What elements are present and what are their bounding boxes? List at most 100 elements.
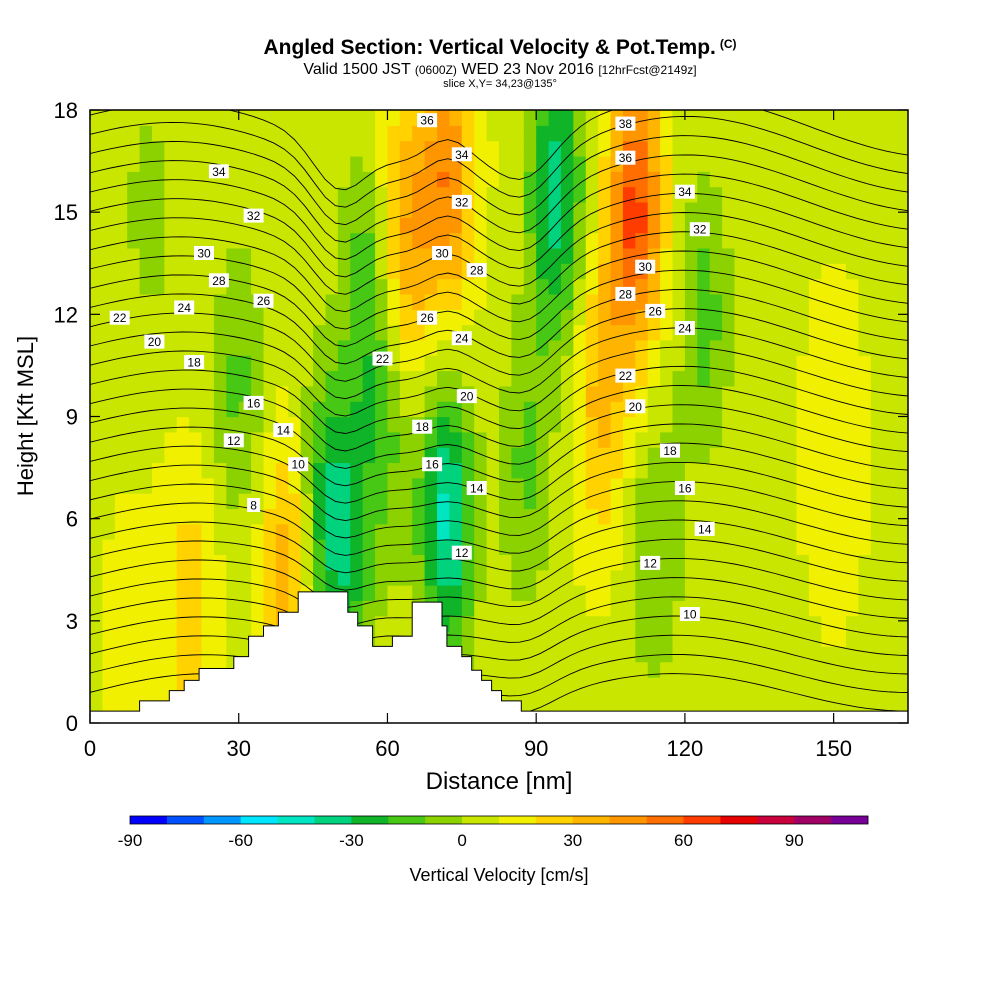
velocity-cell xyxy=(151,661,165,678)
velocity-cell xyxy=(251,416,265,433)
velocity-cell xyxy=(288,355,302,372)
velocity-cell xyxy=(337,125,351,142)
svg-text:36: 36 xyxy=(619,151,633,165)
velocity-cell xyxy=(585,263,599,280)
svg-text:28: 28 xyxy=(212,274,226,288)
velocity-cell xyxy=(387,309,401,326)
velocity-cell xyxy=(784,677,798,693)
velocity-cell xyxy=(375,171,389,188)
velocity-cell xyxy=(635,140,649,157)
velocity-cell xyxy=(846,125,860,142)
velocity-cell xyxy=(647,493,661,510)
velocity-cell xyxy=(573,247,587,264)
velocity-cell xyxy=(238,615,252,632)
velocity-cell xyxy=(759,247,773,264)
velocity-cell xyxy=(784,692,798,709)
velocity-cell xyxy=(114,416,128,433)
velocity-cell xyxy=(164,646,178,663)
velocity-cell xyxy=(474,355,488,372)
velocity-cell xyxy=(796,110,810,126)
velocity-cell xyxy=(127,355,141,372)
velocity-cell xyxy=(176,370,190,387)
velocity-cell xyxy=(189,416,203,433)
velocity-cell xyxy=(325,155,339,172)
velocity-cell xyxy=(647,600,661,617)
velocity-cell xyxy=(387,263,401,280)
velocity-cell xyxy=(437,263,451,280)
velocity-cell xyxy=(697,201,711,218)
velocity-cell xyxy=(585,523,599,540)
velocity-cell xyxy=(573,309,587,326)
velocity-cell xyxy=(808,110,822,126)
velocity-cell xyxy=(325,171,339,188)
velocity-cell xyxy=(362,569,376,586)
velocity-cell xyxy=(746,110,760,126)
velocity-cell xyxy=(127,692,141,709)
velocity-cell xyxy=(226,447,240,464)
velocity-cell xyxy=(90,309,103,326)
velocity-cell xyxy=(176,600,190,617)
velocity-cell xyxy=(213,600,227,617)
velocity-cell xyxy=(511,355,525,372)
velocity-cell xyxy=(585,324,599,341)
velocity-cell xyxy=(449,263,463,280)
velocity-cell xyxy=(709,140,723,157)
velocity-cell xyxy=(461,585,475,601)
velocity-cell xyxy=(635,493,649,510)
velocity-cell xyxy=(697,125,711,142)
velocity-cell xyxy=(796,631,810,647)
velocity-cell xyxy=(511,186,525,203)
velocity-cell xyxy=(523,661,537,678)
velocity-cell xyxy=(461,110,475,126)
svg-text:12: 12 xyxy=(455,546,469,560)
velocity-cell xyxy=(660,401,674,418)
velocity-cell xyxy=(585,232,599,249)
velocity-cell xyxy=(895,569,908,586)
velocity-cell xyxy=(796,217,810,234)
velocity-cell xyxy=(833,539,847,556)
velocity-cell xyxy=(622,523,636,540)
velocity-cell xyxy=(486,385,500,402)
velocity-cell xyxy=(858,309,872,326)
velocity-cell xyxy=(746,477,760,494)
velocity-cell xyxy=(387,401,401,418)
velocity-cell xyxy=(102,600,116,617)
velocity-cell xyxy=(722,431,736,448)
isotherm-label: 22 xyxy=(109,310,130,325)
velocity-cell xyxy=(350,523,364,540)
velocity-cell xyxy=(697,692,711,709)
velocity-cell xyxy=(189,339,203,356)
velocity-cell xyxy=(759,110,773,126)
velocity-cell xyxy=(350,232,364,249)
velocity-cell xyxy=(486,477,500,494)
velocity-cell xyxy=(288,493,302,510)
velocity-cell xyxy=(251,585,265,601)
isotherm-label: 34 xyxy=(451,147,472,162)
velocity-cell xyxy=(523,431,537,448)
velocity-cell xyxy=(808,431,822,448)
velocity-cell xyxy=(127,401,141,418)
velocity-cell xyxy=(895,355,908,372)
velocity-cell xyxy=(387,385,401,402)
velocity-cell xyxy=(895,523,908,540)
velocity-cell xyxy=(846,324,860,341)
velocity-cell xyxy=(114,247,128,264)
colorbar-frame xyxy=(129,815,869,825)
velocity-cell xyxy=(176,201,190,218)
velocity-cell xyxy=(176,186,190,203)
isotherm-line xyxy=(90,115,908,208)
velocity-cell xyxy=(176,508,190,525)
velocity-cell xyxy=(895,385,908,402)
velocity-cell xyxy=(536,385,550,402)
velocity-cell xyxy=(808,508,822,525)
velocity-cell xyxy=(560,293,574,310)
velocity-cell xyxy=(511,569,525,586)
velocity-cell xyxy=(883,493,897,510)
velocity-cell xyxy=(350,355,364,372)
velocity-cell xyxy=(486,401,500,418)
velocity-cell xyxy=(684,692,698,709)
velocity-cell xyxy=(263,569,277,586)
velocity-cell xyxy=(449,585,463,601)
velocity-cell xyxy=(213,201,227,218)
velocity-cell xyxy=(771,462,785,479)
